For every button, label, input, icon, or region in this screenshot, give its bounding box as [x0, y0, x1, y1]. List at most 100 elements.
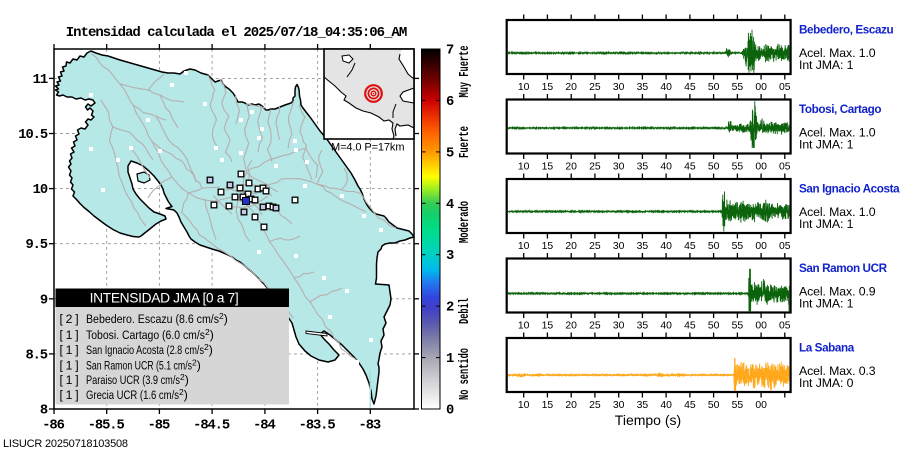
svg-text:25: 25 [589, 400, 601, 411]
svg-text:Moderado: Moderado [457, 201, 473, 243]
svg-text:INTENSIDAD JMA [0 a 7]: INTENSIDAD JMA [0 a 7] [90, 291, 239, 306]
svg-text:20: 20 [565, 400, 577, 411]
svg-text:05: 05 [779, 82, 791, 93]
svg-text:00: 00 [755, 400, 767, 411]
svg-text:3: 3 [446, 249, 454, 264]
svg-text:20: 20 [565, 82, 577, 93]
svg-text:Int JMA: 1: Int JMA: 1 [799, 217, 854, 231]
svg-text:Intensidad calculada el 2025/0: Intensidad calculada el 2025/07/18_04:35… [66, 25, 407, 41]
svg-text:10: 10 [518, 400, 530, 411]
svg-text:15: 15 [542, 241, 554, 252]
svg-text:10: 10 [33, 183, 48, 198]
svg-text:35: 35 [637, 400, 649, 411]
svg-text:9: 9 [40, 293, 48, 308]
svg-text:Acel. Max. 1.0: Acel. Max. 1.0 [799, 205, 876, 219]
svg-text:15: 15 [542, 400, 554, 411]
svg-text:15: 15 [542, 162, 554, 173]
svg-text:45: 45 [684, 162, 696, 173]
svg-text:30: 30 [613, 241, 625, 252]
svg-text:Acel. Max. 0.9: Acel. Max. 0.9 [799, 285, 876, 299]
svg-text:-83.5: -83.5 [299, 419, 336, 434]
svg-text:15: 15 [542, 321, 554, 332]
svg-text:30: 30 [613, 400, 625, 411]
svg-text:San Ignacio Acosta: San Ignacio Acosta [799, 183, 900, 196]
svg-text:10: 10 [518, 321, 530, 332]
svg-text:55: 55 [732, 321, 744, 332]
svg-text:55: 55 [732, 400, 744, 411]
svg-text:-86: -86 [42, 419, 64, 434]
svg-text:45: 45 [684, 321, 696, 332]
svg-text:30: 30 [613, 82, 625, 93]
svg-text:25: 25 [589, 162, 601, 173]
svg-text:-84.5: -84.5 [193, 419, 230, 434]
svg-text:35: 35 [637, 82, 649, 93]
svg-text:Debil: Debil [457, 298, 473, 324]
svg-text:Tobosi, Cartago: Tobosi, Cartago [799, 103, 881, 116]
svg-text:[ 1 ]: [ 1 ] [60, 359, 79, 373]
svg-text:[ 1 ]: [ 1 ] [60, 388, 79, 402]
svg-text:55: 55 [732, 162, 744, 173]
svg-text:Bebedero, Escazu: Bebedero, Escazu [799, 24, 894, 37]
svg-text:1: 1 [446, 352, 454, 367]
svg-text:25: 25 [589, 82, 601, 93]
svg-text:La Sabana: La Sabana [799, 342, 855, 355]
svg-text:Acel. Max. 1.0: Acel. Max. 1.0 [799, 126, 876, 140]
svg-text:45: 45 [684, 82, 696, 93]
svg-text:Tobosi. Cartago (6.0 cm/s2): Tobosi. Cartago (6.0 cm/s2) [86, 327, 214, 342]
svg-text:30: 30 [613, 321, 625, 332]
svg-text:7: 7 [446, 44, 454, 59]
svg-text:-84: -84 [253, 419, 275, 434]
svg-text:San Ramon UCR: San Ramon UCR [799, 262, 888, 275]
svg-text:Grecia UCR (1.6 cm/s2): Grecia UCR (1.6 cm/s2) [86, 387, 188, 402]
svg-text:-85.5: -85.5 [88, 419, 125, 434]
svg-text:20: 20 [565, 241, 577, 252]
svg-text:6: 6 [446, 95, 454, 110]
svg-text:35: 35 [637, 321, 649, 332]
svg-text:50: 50 [708, 400, 720, 411]
svg-text:5: 5 [446, 146, 454, 161]
svg-text:45: 45 [684, 241, 696, 252]
svg-text:8.5: 8.5 [25, 348, 47, 363]
svg-text:8: 8 [40, 404, 48, 419]
svg-text:Int JMA: 1: Int JMA: 1 [799, 58, 854, 72]
svg-text:Int JMA: 0: Int JMA: 0 [799, 376, 854, 390]
svg-text:40: 40 [660, 321, 672, 332]
svg-text:11: 11 [33, 73, 48, 88]
svg-text:10: 10 [518, 241, 530, 252]
svg-text:30: 30 [613, 162, 625, 173]
svg-text:35: 35 [637, 241, 649, 252]
svg-text:55: 55 [732, 82, 744, 93]
svg-text:10: 10 [518, 162, 530, 173]
svg-text:05: 05 [779, 162, 791, 173]
svg-text:00: 00 [755, 321, 767, 332]
svg-text:2: 2 [446, 301, 454, 316]
svg-text:05: 05 [779, 241, 791, 252]
svg-text:50: 50 [708, 321, 720, 332]
svg-text:4: 4 [446, 198, 454, 213]
svg-text:40: 40 [660, 400, 672, 411]
svg-text:50: 50 [708, 82, 720, 93]
svg-text:0: 0 [446, 404, 454, 419]
svg-text:40: 40 [660, 82, 672, 93]
svg-text:Paraiso UCR (3.9 cm/s2): Paraiso UCR (3.9 cm/s2) [86, 372, 189, 387]
svg-text:20: 20 [565, 162, 577, 173]
svg-text:[ 1 ]: [ 1 ] [60, 373, 79, 387]
svg-text:Fuerte: Fuerte [458, 126, 473, 158]
svg-text:05: 05 [779, 321, 791, 332]
svg-text:Bebedero. Escazu (8.6 cm/s2): Bebedero. Escazu (8.6 cm/s2) [86, 311, 228, 326]
svg-text:-83: -83 [359, 419, 381, 434]
svg-text:Muy Fuerte: Muy Fuerte [458, 46, 473, 98]
svg-text:00: 00 [755, 82, 767, 93]
svg-text:20: 20 [565, 321, 577, 332]
svg-text:9.5: 9.5 [25, 238, 47, 253]
svg-text:San Ignacio Acosta (2.8 cm/s2): San Ignacio Acosta (2.8 cm/s2) [86, 342, 213, 357]
svg-text:40: 40 [660, 241, 672, 252]
svg-text:45: 45 [684, 400, 696, 411]
svg-text:55: 55 [732, 241, 744, 252]
svg-text:50: 50 [708, 162, 720, 173]
svg-text:15: 15 [542, 82, 554, 93]
svg-text:[ 1 ]: [ 1 ] [60, 328, 79, 342]
svg-text:25: 25 [589, 321, 601, 332]
svg-text:Int JMA: 1: Int JMA: 1 [799, 138, 854, 152]
svg-text:40: 40 [660, 162, 672, 173]
